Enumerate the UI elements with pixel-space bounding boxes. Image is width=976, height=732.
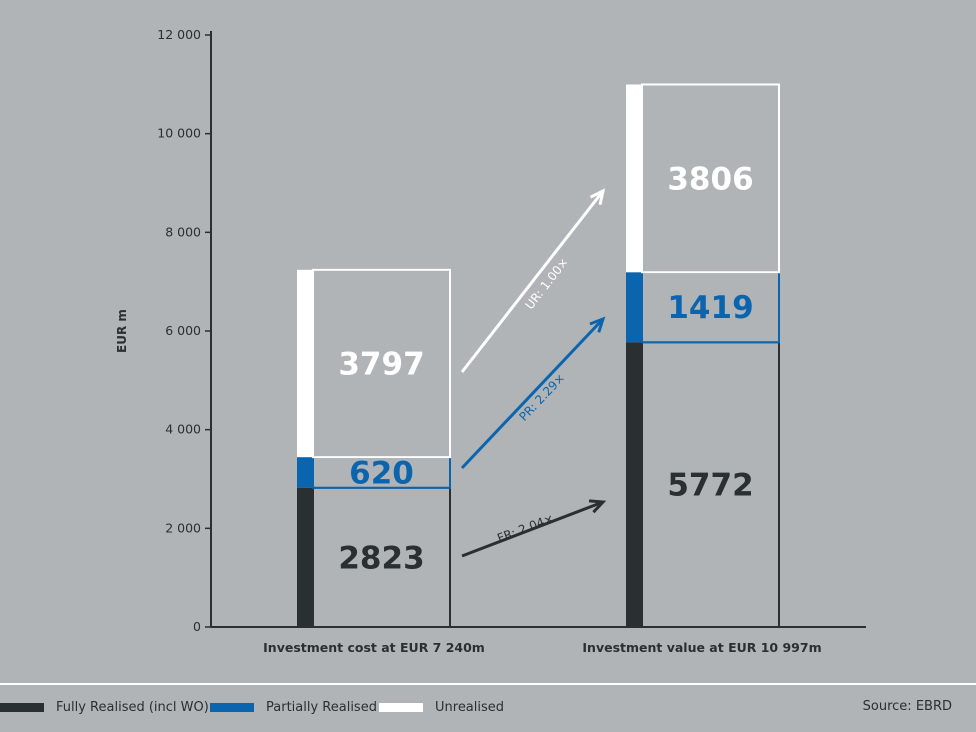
bar-segment-stripe <box>297 487 313 627</box>
y-tick-label: 10 000 <box>157 126 201 141</box>
legend-label-fully-realised: Fully Realised (incl WO) <box>56 699 209 715</box>
y-tick-label: 8 000 <box>165 224 201 239</box>
legend-item-partially-realised: Partially Realised <box>210 699 377 715</box>
legend: Fully Realised (incl WO) Partially Reali… <box>0 683 976 732</box>
bar-value-label: 5772 <box>667 468 753 504</box>
multiplier-label: PR: 2.29× <box>516 371 567 424</box>
source-note: Source: EBRD <box>862 699 952 714</box>
x-category-label: Investment cost at EUR 7 240m <box>263 640 485 655</box>
multiplier-arrows <box>460 188 607 558</box>
bar-segment-box <box>312 486 451 628</box>
bar-segment-stripe <box>297 457 313 488</box>
legend-label-partially-realised: Partially Realised <box>266 699 377 715</box>
bar-value-label: 620 <box>349 455 414 491</box>
y-tick-label: 12 000 <box>157 27 201 42</box>
multiplier-arrow-head <box>589 188 606 206</box>
y-tick-label: 6 000 <box>165 323 201 338</box>
bars <box>297 83 780 628</box>
bar-segment-stripe <box>626 272 642 343</box>
multiplier-arrow-line <box>460 317 605 470</box>
bar-value-label: 3797 <box>338 346 424 382</box>
x-category-label: Investment value at EUR 10 997m <box>582 640 821 655</box>
legend-item-unrealised: Unrealised <box>379 699 504 715</box>
bar-segment-stripe <box>626 342 642 627</box>
legend-divider <box>0 683 976 685</box>
bar-segment-box <box>312 268 451 459</box>
multiplier-arrow-line <box>460 190 605 373</box>
bar-segment-stripe <box>297 269 313 458</box>
legend-swatch-fully-realised <box>0 702 44 712</box>
legend-label-unrealised: Unrealised <box>435 699 505 715</box>
legend-swatch-unrealised <box>379 702 423 712</box>
multiplier-label: FR: 2.04× <box>495 511 556 545</box>
multiplier-arrow-line <box>461 500 604 558</box>
y-tick-label: 2 000 <box>165 520 201 535</box>
bar-value-label: 1419 <box>667 290 753 326</box>
multiplier-arrow-head <box>588 499 607 514</box>
y-tick-label: 0 <box>193 619 201 634</box>
stacked-bar-chart: 0 2 000 4 000 6 000 8 000 10 000 12 000 EUR m In… <box>115 27 866 655</box>
y-axis-title: EUR m <box>115 309 129 353</box>
bar-value-label: 2823 <box>338 540 424 576</box>
legend-item-fully-realised: Fully Realised (incl WO) <box>0 699 209 715</box>
legend-swatch-partially-realised <box>210 702 254 712</box>
bar-value-label: 3806 <box>667 161 753 197</box>
bar-segment-stripe <box>626 84 642 273</box>
bar-segment-box <box>641 83 780 274</box>
multiplier-arrow-head <box>589 316 606 333</box>
y-tick-label: 4 000 <box>165 422 201 437</box>
